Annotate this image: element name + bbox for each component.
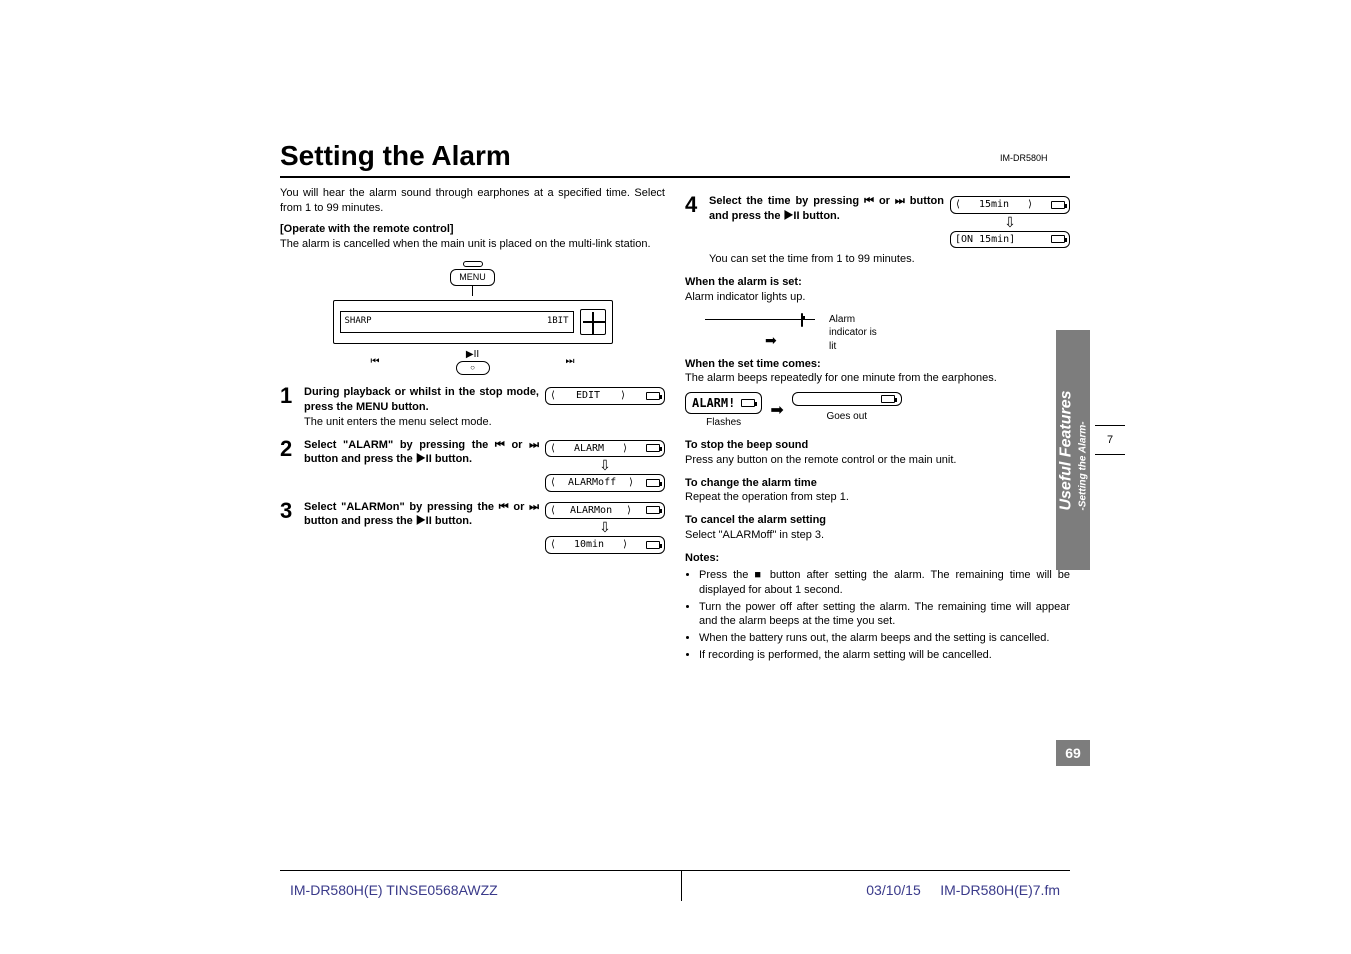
prev-icon: ⏮ — [371, 355, 380, 369]
alarm-flash-text: ALARM! — [692, 395, 735, 411]
side-tab-sub: -Setting the Alarm- — [1078, 390, 1089, 510]
when-set-body: Alarm indicator lights up. — [685, 290, 1070, 305]
next-icon: ⏭ — [566, 355, 575, 369]
remote-brand: SHARP — [345, 315, 372, 327]
page-footer: IM-DR580H(E) TINSE0568AWZZ 03/10/15 IM-D… — [280, 870, 1070, 901]
step-1: 1 ⟨EDIT⟩ During playback or whilst in th… — [280, 385, 665, 430]
remote-onebit: 1BIT — [547, 315, 569, 327]
when-time-body: The alarm beeps repeatedly for one minut… — [685, 371, 1070, 386]
step-4-number: 4 — [685, 194, 709, 216]
when-set-heading: When the alarm is set: — [685, 275, 1070, 290]
indicator-diagram: Alarm indicator is lit ➡ — [705, 309, 885, 349]
when-time-heading: When the set time comes: — [685, 357, 1070, 372]
intro-text: You will hear the alarm sound through ea… — [280, 186, 665, 216]
left-column: You will hear the alarm sound through ea… — [280, 186, 665, 665]
remote-diagram: MENU SHARP 1BIT ⏮ ▶II ○ ⏭ — [333, 261, 613, 375]
dpad-knob-graphic — [580, 309, 606, 335]
down-arrow-icon: ⇩ — [545, 458, 665, 472]
note-item: Turn the power off after setting the ala… — [699, 600, 1070, 630]
lcd-on15min: [ON 15min] — [950, 231, 1070, 249]
stop-heading: To stop the beep sound — [685, 438, 1070, 453]
step-1-sub: The unit enters the menu select mode. — [304, 415, 665, 430]
footer-divider — [681, 871, 682, 901]
lcd-alarm: ⟨ALARM⟩ — [545, 440, 665, 458]
lcd-edit: ⟨EDIT⟩ — [545, 387, 665, 405]
circle-button-graphic: ○ — [456, 361, 490, 375]
down-pointer-icon: ➡ — [765, 331, 777, 350]
change-body: Repeat the operation from step 1. — [685, 490, 1070, 505]
alarm-flash-diagram: ALARM! Flashes ➡ Goes out — [685, 392, 1070, 430]
step-1-number: 1 — [280, 385, 304, 407]
note-item: When the battery runs out, the alarm bee… — [699, 631, 1070, 646]
notes-list: Press the ■ button after setting the ala… — [685, 568, 1070, 663]
page-title: Setting the Alarm — [280, 140, 1070, 178]
footer-date: 03/10/15 — [866, 882, 921, 898]
notes-heading: Notes: — [685, 551, 1070, 566]
down-arrow-icon: ⇩ — [950, 215, 1070, 229]
change-heading: To change the alarm time — [685, 476, 1070, 491]
cancel-body: Select "ALARMoff" in step 3. — [685, 528, 1070, 543]
footer-left-text: IM-DR580H(E) TINSE0568AWZZ — [290, 882, 498, 898]
goes-out-label: Goes out — [792, 410, 902, 424]
flashes-label: Flashes — [685, 416, 762, 430]
page-number: 69 — [1056, 740, 1090, 766]
right-column: 4 ⟨15min⟩ ⇩ [ON 15min] Select the time b… — [685, 186, 1070, 665]
right-arrow-icon: ➡ — [770, 400, 783, 422]
lcd-15min: ⟨15min⟩ — [950, 196, 1070, 214]
down-arrow-icon: ⇩ — [545, 520, 665, 534]
cancel-heading: To cancel the alarm setting — [685, 513, 1070, 528]
note-item: Press the ■ button after setting the ala… — [699, 568, 1070, 598]
play-icon: ▶II — [466, 348, 479, 362]
footer-file: IM-DR580H(E)7.fm — [940, 882, 1060, 898]
lcd-alarmon: ⟨ALARMon⟩ — [545, 502, 665, 520]
indicator-label: Alarm indicator is lit — [829, 313, 885, 354]
step-3-number: 3 — [280, 500, 304, 522]
lcd-alarmoff: ⟨ALARMoff⟩ — [545, 474, 665, 492]
page-content: Setting the Alarm You will hear the alar… — [280, 140, 1070, 665]
operate-body: The alarm is cancelled when the main uni… — [280, 237, 665, 252]
step-3: 3 ⟨ALARMon⟩ ⇩ ⟨10min⟩ Select "ALARMon" b… — [280, 500, 665, 554]
tab-index-marker: 7 — [1095, 425, 1125, 455]
stop-body: Press any button on the remote control o… — [685, 453, 1070, 468]
step-2-number: 2 — [280, 438, 304, 460]
operate-heading: [Operate with the remote control] — [280, 222, 665, 237]
lcd-10min: ⟨10min⟩ — [545, 536, 665, 554]
note-item: If recording is performed, the alarm set… — [699, 648, 1070, 663]
step-4: 4 ⟨15min⟩ ⇩ [ON 15min] Select the time b… — [685, 194, 1070, 267]
step-4-sub: You can set the time from 1 to 99 minute… — [709, 248, 1070, 267]
menu-button-graphic: MENU — [450, 269, 495, 285]
step-2: 2 ⟨ALARM⟩ ⇩ ⟨ALARMoff⟩ Select "ALARM" by… — [280, 438, 665, 492]
